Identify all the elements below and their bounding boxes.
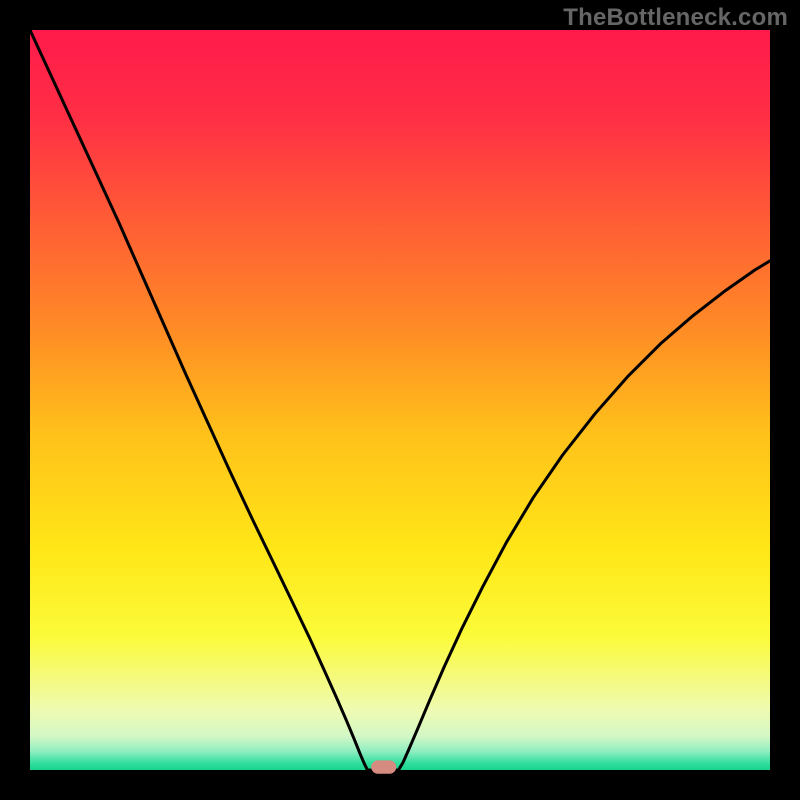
bottleneck-curve-chart (0, 0, 800, 800)
plot-background-gradient (30, 30, 770, 770)
watermark-text: TheBottleneck.com (563, 4, 788, 32)
chart-container: TheBottleneck.com (0, 0, 800, 800)
optimal-point-marker (371, 760, 396, 773)
